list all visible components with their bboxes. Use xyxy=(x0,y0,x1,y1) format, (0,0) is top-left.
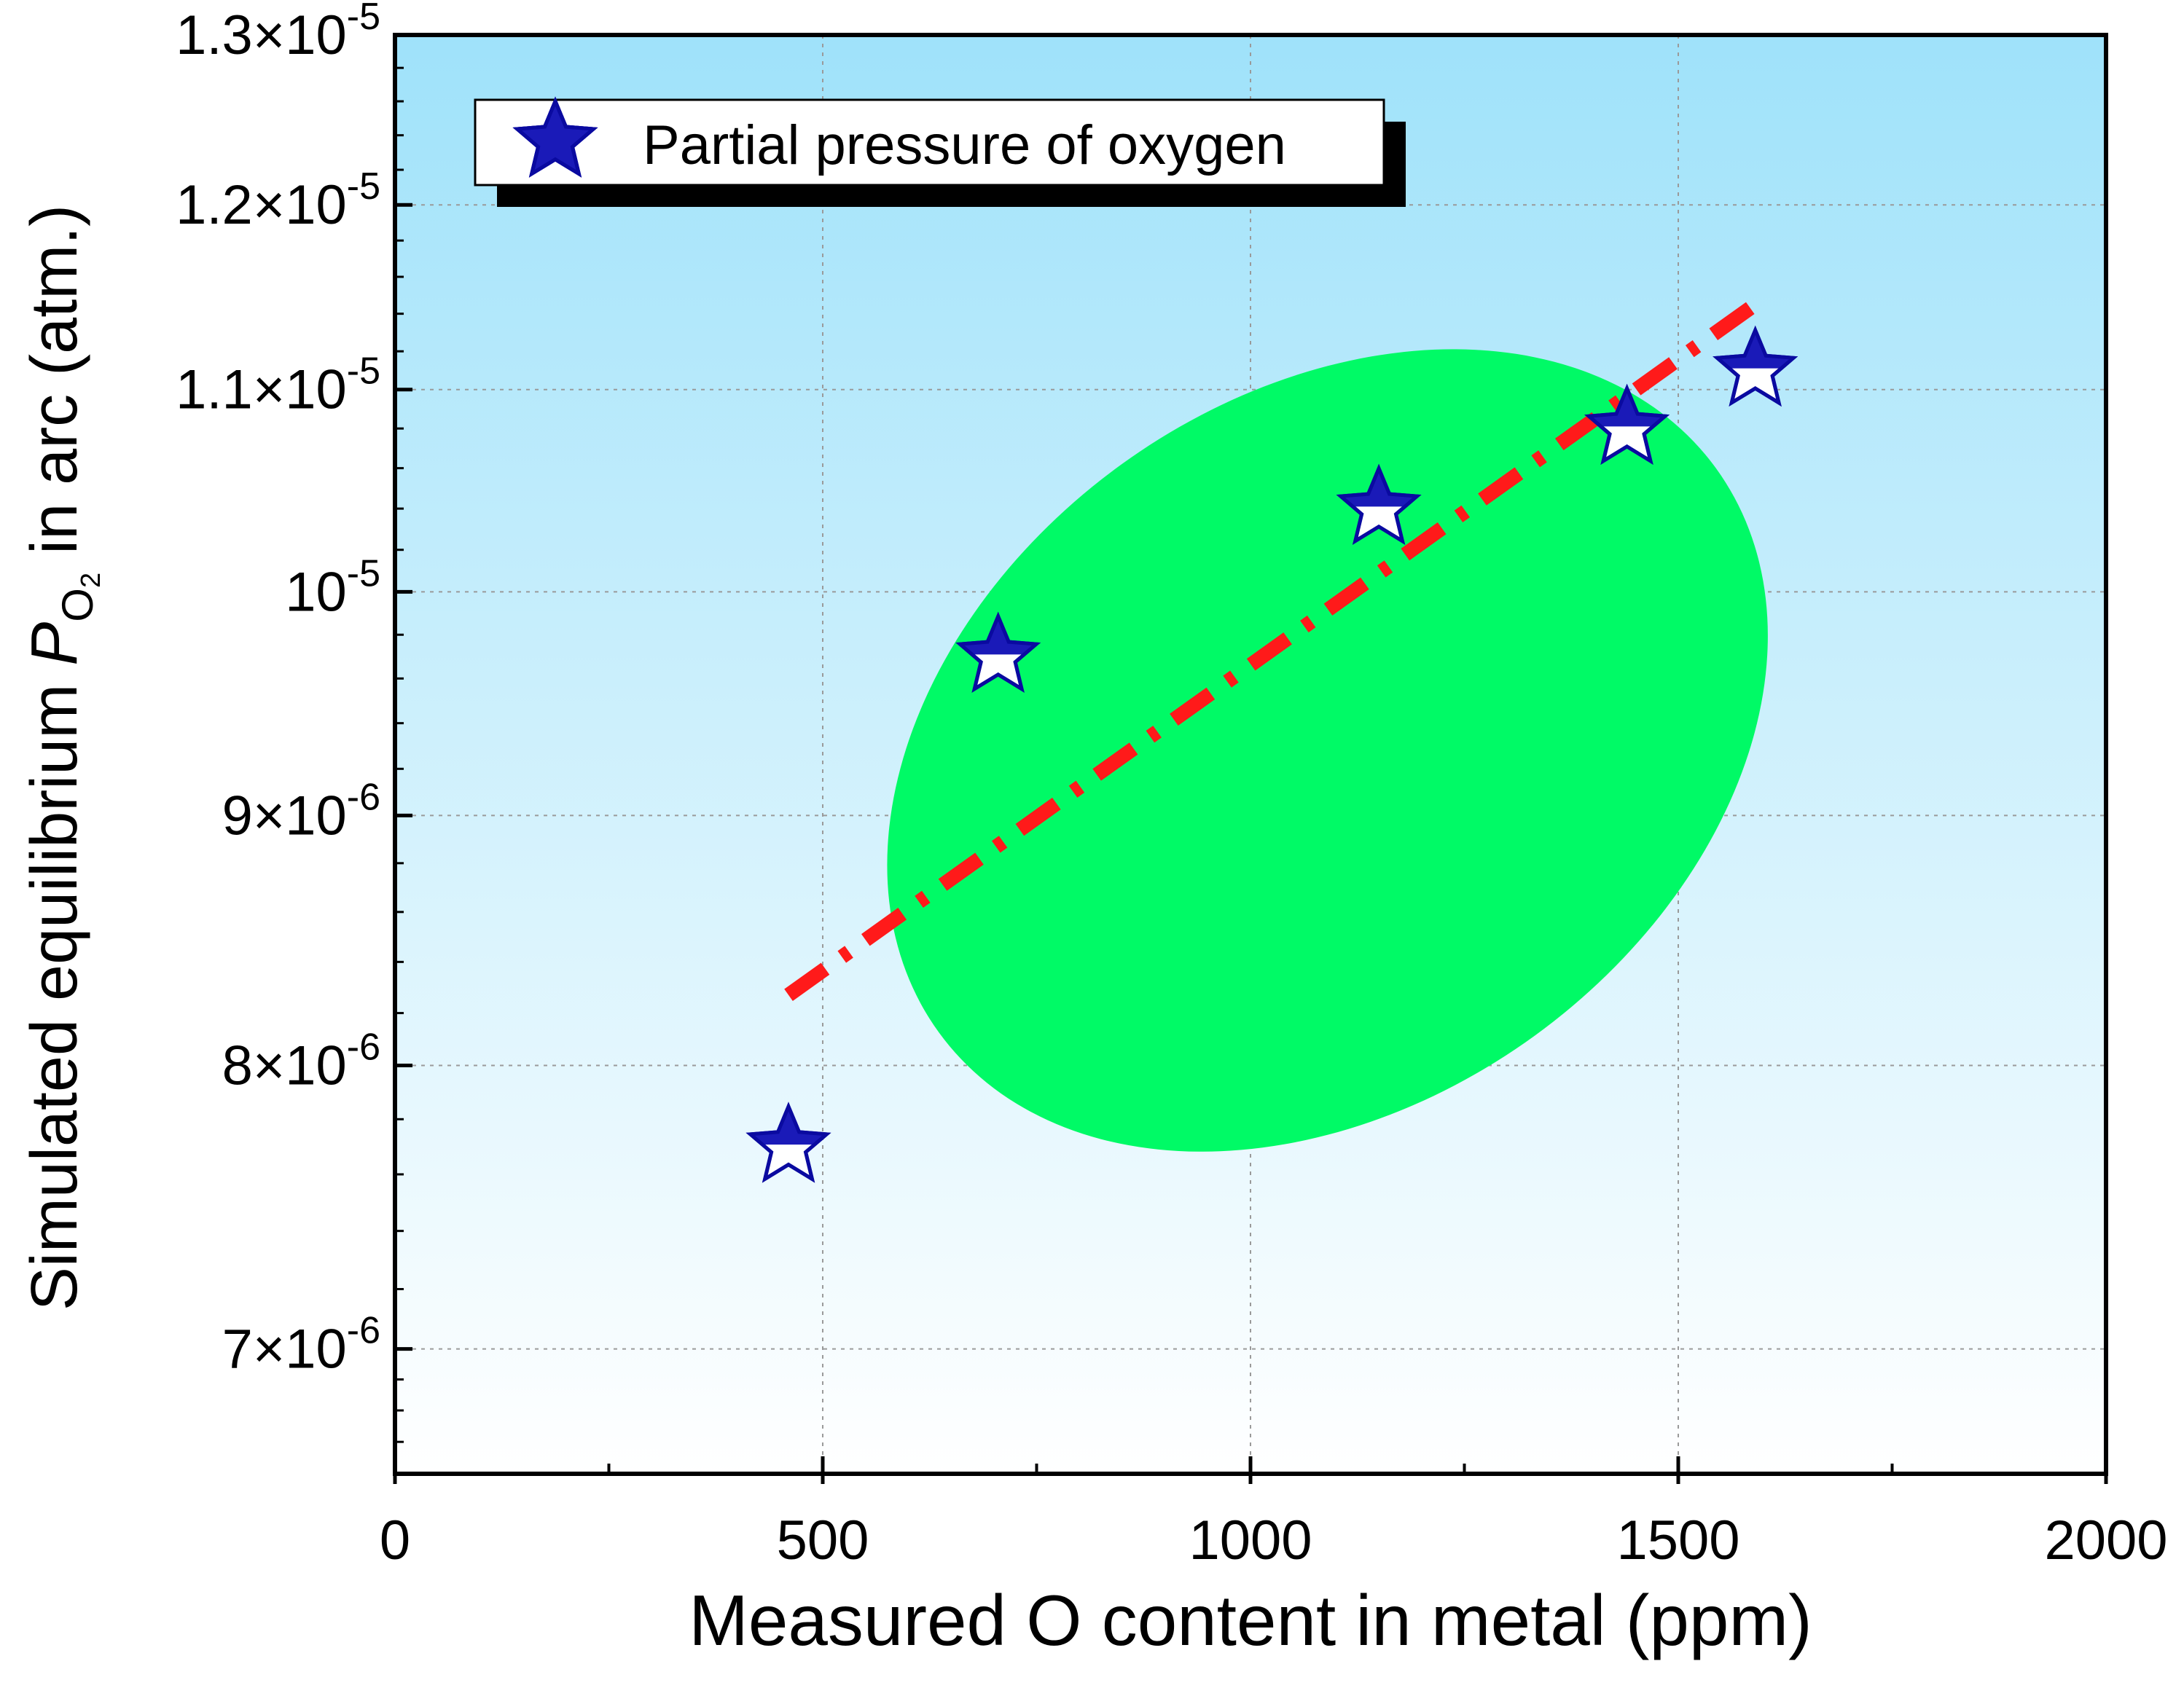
x-tick-label: 2000 xyxy=(2044,1509,2167,1571)
y-axis-label: Simulated equilibrium PO2 in arc (atm.) xyxy=(18,205,106,1311)
data-point-star xyxy=(745,1102,831,1183)
x-tick-label: 500 xyxy=(777,1509,869,1571)
data-point-star xyxy=(1713,325,1799,407)
y-tick-label: 9×10-6 xyxy=(222,776,380,847)
legend-label: Partial pressure of oxygen xyxy=(643,114,1286,176)
y-axis: 7×10-6 8×10-6 9×10-6 10-5 1.1×10-5 1.2×10-5 1.… xyxy=(176,0,412,1443)
y-tick-label: 8×10-6 xyxy=(222,1026,380,1097)
highlight-ellipse xyxy=(887,349,1768,1152)
legend-box xyxy=(474,98,1385,187)
y-tick-label: 10-5 xyxy=(285,552,380,623)
y-tick-label: 1.2×10-5 xyxy=(176,165,380,236)
x-axis-label: Measured O content in metal (ppm) xyxy=(689,1580,1812,1660)
legend-star-icon-outline xyxy=(512,96,598,178)
x-tick-label: 1500 xyxy=(1616,1509,1739,1571)
x-tick-label: 1000 xyxy=(1189,1509,1312,1571)
legend: Partial pressure of oxygen xyxy=(474,96,1406,207)
data-point-star xyxy=(1584,383,1670,465)
data-point-star xyxy=(1336,463,1422,545)
y-tick-label: 7×10-6 xyxy=(222,1310,380,1381)
x-tick-label: 0 xyxy=(380,1509,410,1571)
y-tick-label: 1.3×10-5 xyxy=(176,0,380,66)
data-points xyxy=(745,325,1799,1183)
data-point-star xyxy=(955,611,1041,693)
x-axis: 0 500 1000 1500 2000 xyxy=(380,1456,2168,1571)
y-tick-label: 1.1×10-5 xyxy=(176,350,380,421)
